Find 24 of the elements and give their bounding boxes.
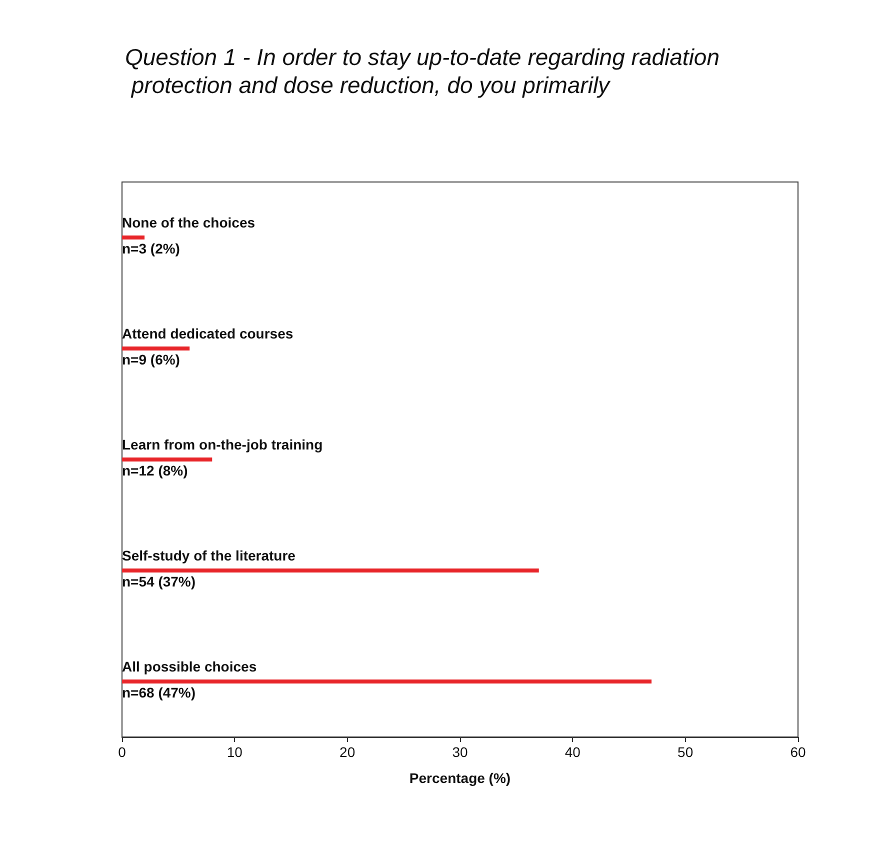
bar — [122, 458, 212, 462]
x-tick-label: 10 — [226, 744, 243, 760]
x-tick-label: 20 — [340, 744, 356, 760]
bar — [122, 680, 652, 684]
data-label: n=12 (8%) — [122, 462, 188, 478]
x-tick-label: 50 — [678, 744, 694, 760]
data-label: n=9 (6%) — [122, 352, 180, 368]
bar — [122, 568, 539, 572]
data-label: n=54 (37%) — [122, 574, 196, 590]
bar — [122, 236, 145, 240]
y-tick-label: Self-study of the literature — [122, 548, 296, 564]
y-tick-label: All possible choices — [122, 658, 257, 674]
x-axis-title: Percentage (%) — [409, 770, 511, 786]
y-tick-label: Learn from on-the-job training — [122, 436, 323, 452]
chart-title: Question 1 - In order to stay up-to-date regarding radiation protection and dose reduction, do you primarily — [125, 44, 720, 98]
y-tick-label: None of the choices — [122, 214, 256, 230]
x-tick-label: 40 — [564, 744, 581, 760]
data-label: n=68 (47%) — [122, 684, 196, 700]
bar — [122, 346, 190, 350]
x-tick-label: 0 — [118, 744, 126, 760]
y-tick-label: Attend dedicated courses — [122, 326, 294, 342]
x-tick-label: 60 — [790, 744, 806, 760]
x-tick-label: 30 — [452, 744, 468, 760]
data-label: n=3 (2%) — [122, 240, 180, 256]
